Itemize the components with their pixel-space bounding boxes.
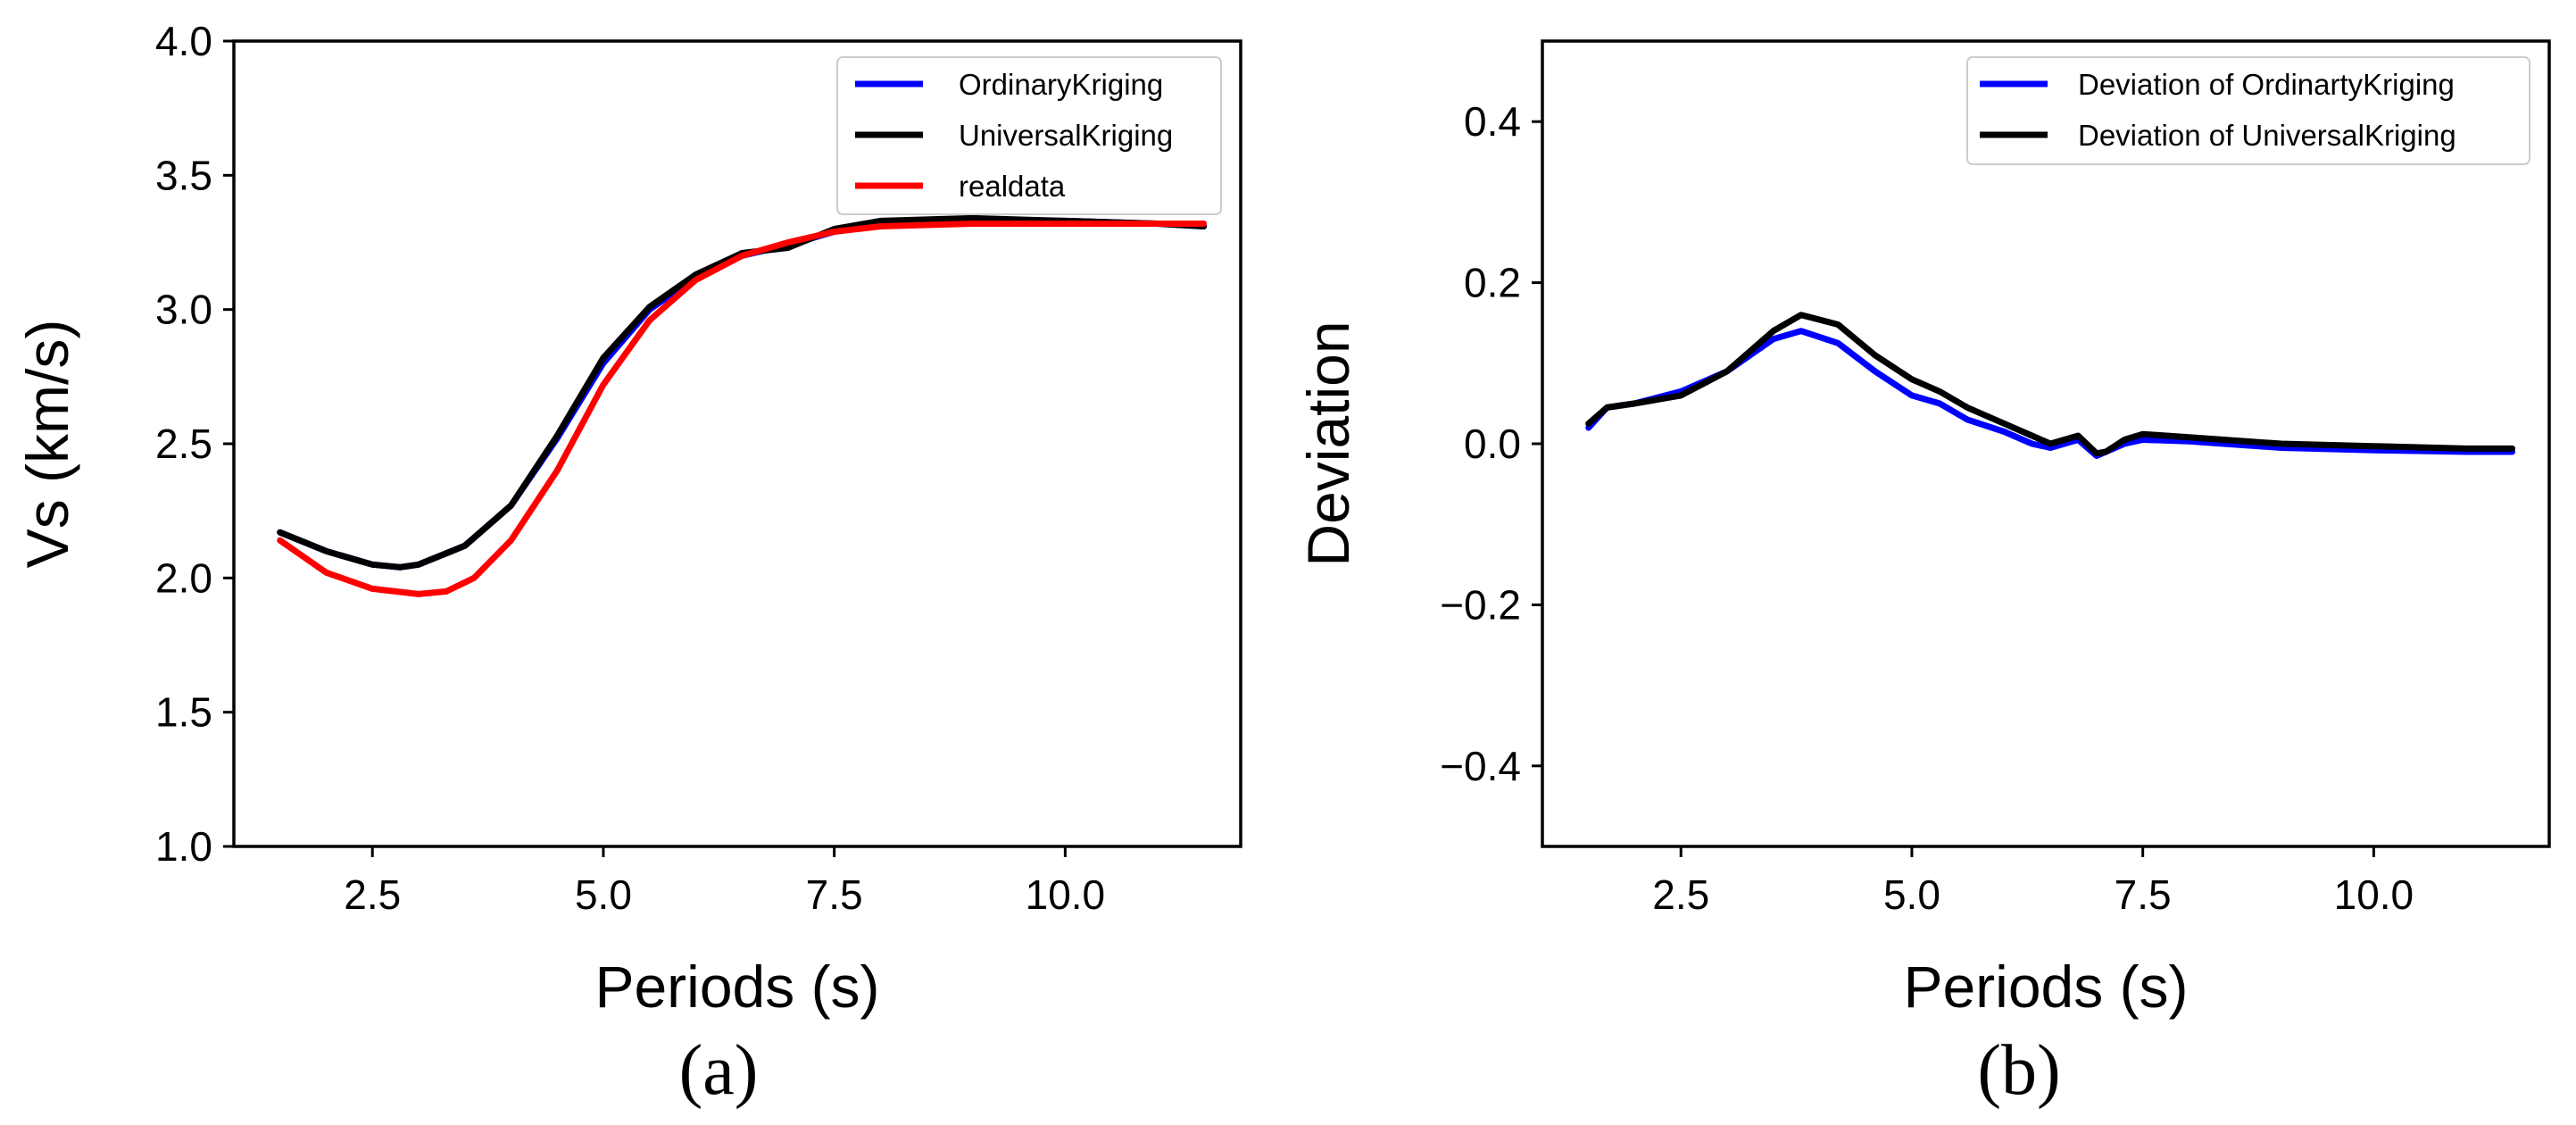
- legend-label: Deviation of UniversalKriging: [2078, 119, 2456, 152]
- y-tick-label: 4.0: [155, 18, 212, 64]
- x-tick-label: 7.5: [806, 871, 863, 918]
- y-tick-label: −0.2: [1440, 581, 1521, 628]
- y-tick-label: 0.0: [1464, 421, 1521, 467]
- series-line-realdata: [277, 221, 1208, 597]
- y-tick-label: 0.2: [1464, 260, 1521, 306]
- y-tick-label: 1.5: [155, 689, 212, 736]
- y-tick-label: 3.0: [155, 287, 212, 333]
- series-line-deviation-of-universalkriging: [1585, 312, 2516, 457]
- x-tick-label: 10.0: [1026, 871, 1106, 918]
- plot-frame: [232, 39, 1242, 848]
- y-axis-label: Vs (km/s): [14, 320, 80, 569]
- y-axis-label: Deviation: [1295, 321, 1361, 566]
- y-tick-label: 3.5: [155, 152, 212, 198]
- legend: OrdinaryKriging UniversalKriging realdata: [836, 56, 1222, 215]
- plot-frame: [1541, 39, 2551, 848]
- legend-label: realdata: [959, 170, 1066, 203]
- chart-panel-a: 2.5 5.0 7.5 10.0 1.0 1.5 2.0 2.5 3.0 3.5 4.0 Ordina…: [14, 18, 1242, 1110]
- x-tick-label: 10.0: [2334, 871, 2414, 918]
- y-tick-label: −0.4: [1440, 743, 1521, 789]
- panel-label: (b): [1977, 1031, 2060, 1110]
- y-tick-label: 0.4: [1464, 98, 1521, 145]
- legend-label: Deviation of OrdinartyKriging: [2078, 68, 2455, 101]
- legend-label: UniversalKriging: [959, 119, 1173, 152]
- legend-box: [836, 56, 1222, 215]
- chart-panel-b: 2.5 5.0 7.5 10.0 −0.4 −0.2 0.0 0.2 0.4 Deviation …: [1295, 39, 2551, 1110]
- legend-box: [1966, 56, 2530, 165]
- legend: Deviation of OrdinartyKriging Deviation o…: [1966, 56, 2530, 165]
- legend-label: OrdinaryKriging: [959, 68, 1163, 101]
- series-line-universalkriging: [277, 214, 1208, 571]
- y-tick-label: 2.5: [155, 421, 212, 467]
- x-axis-label: Periods (s): [594, 954, 879, 1020]
- y-tick-label: 1.0: [155, 823, 212, 870]
- x-tick-label: 2.5: [1652, 871, 1709, 918]
- x-tick-label: 2.5: [344, 871, 401, 918]
- x-tick-label: 5.0: [1883, 871, 1940, 918]
- panel-label: (a): [679, 1031, 759, 1110]
- x-tick-label: 5.0: [575, 871, 632, 918]
- x-tick-label: 7.5: [2115, 871, 2172, 918]
- y-tick-label: 2.0: [155, 554, 212, 601]
- x-axis-label: Periods (s): [1903, 954, 2188, 1020]
